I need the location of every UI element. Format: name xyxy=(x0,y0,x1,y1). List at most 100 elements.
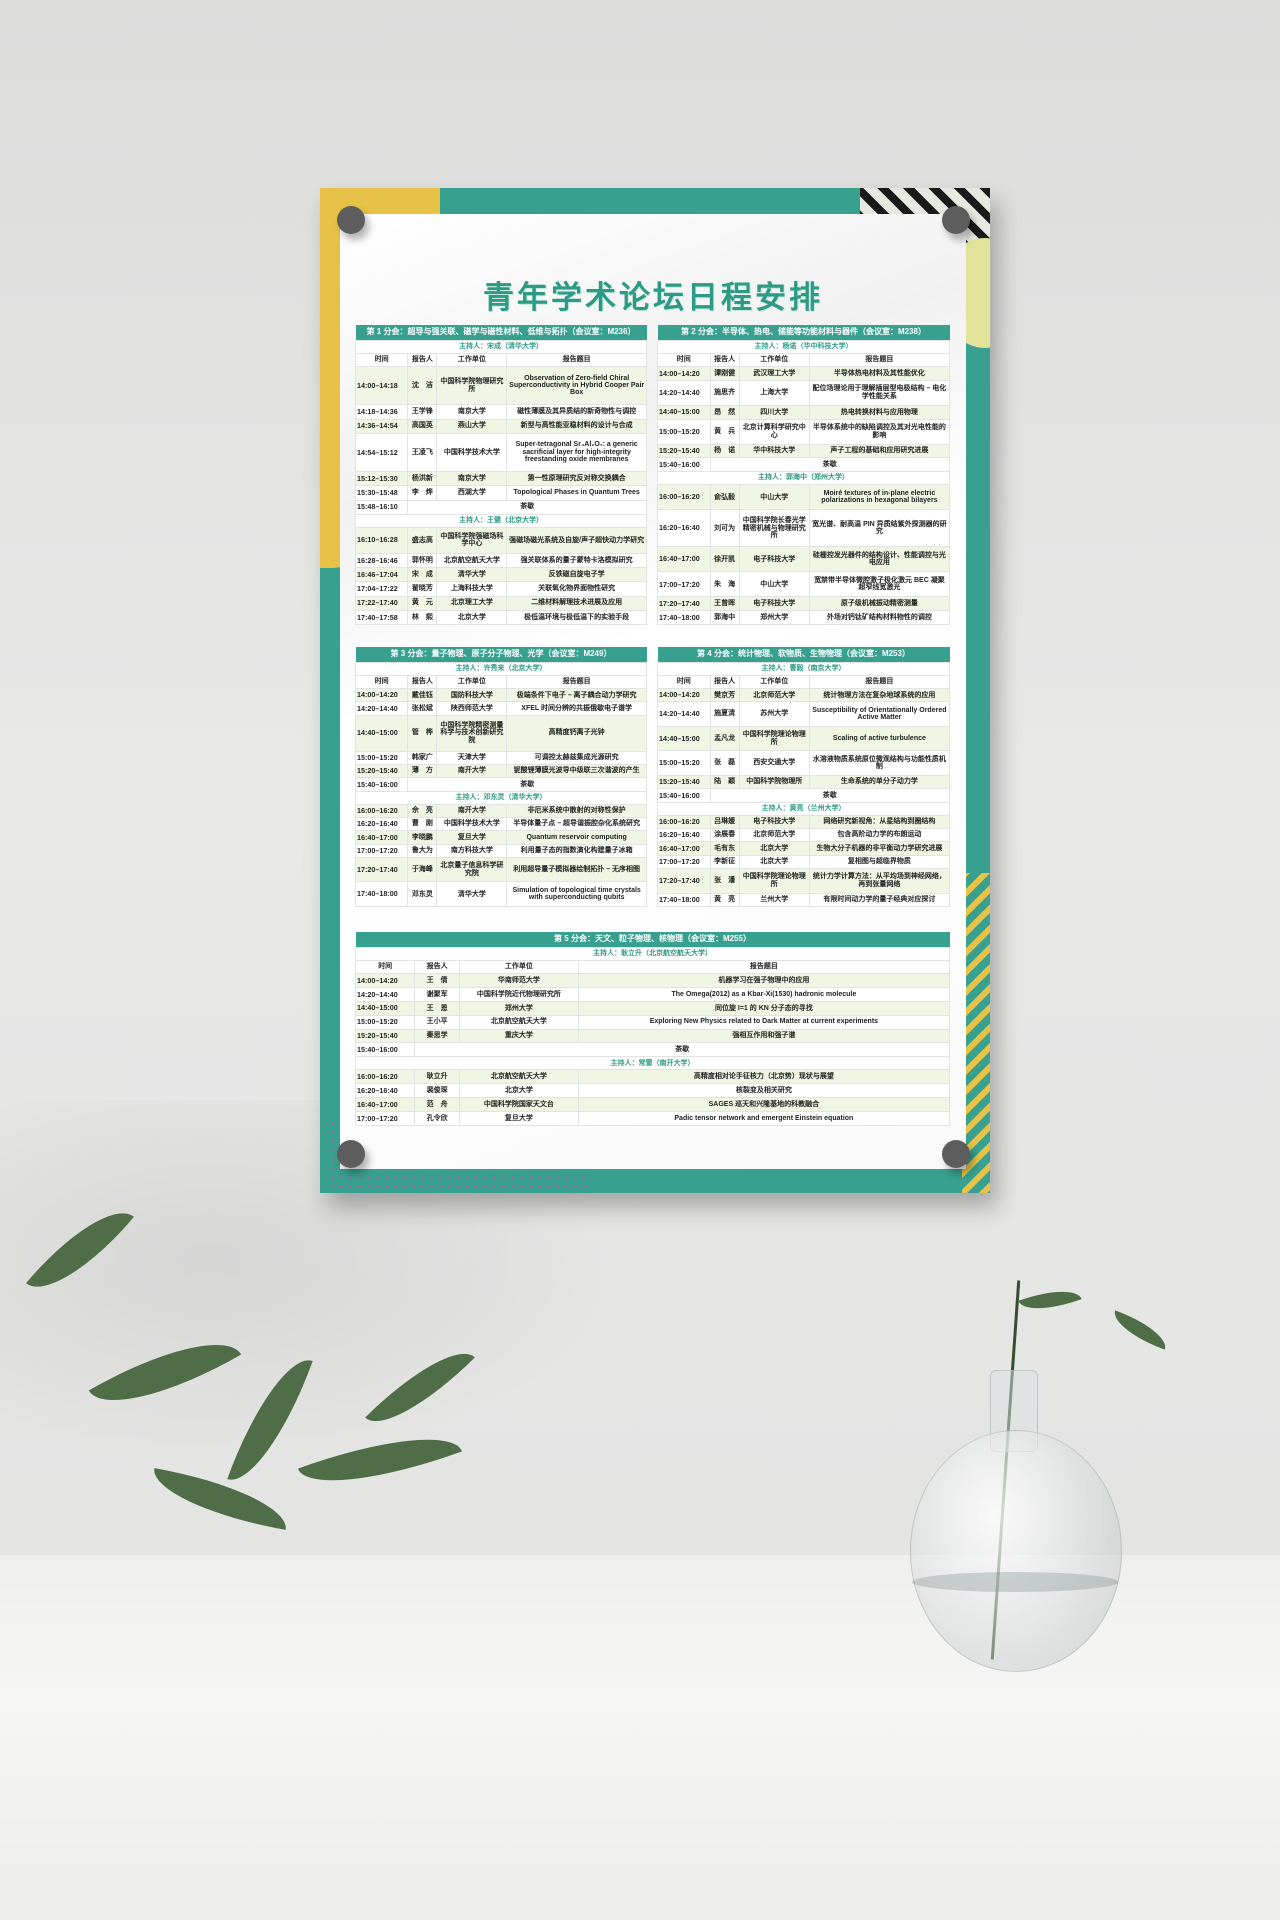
talk-title: 可调控太赫兹集成光源研究 xyxy=(506,750,647,765)
talk-row: 14:40–15:00 孟凡龙 中国科学院理论物理所 Scaling of activ… xyxy=(657,725,951,752)
talk-row: 16:20–16:40 曹 刚中国科学技术大学 半导体量子点 – 超导谐振腔杂化系统… xyxy=(354,816,647,832)
column-header: 工作单位 xyxy=(436,353,508,367)
talk-row: 16:10–16:28 盛志高 中国科学院强磁场科学中心 强磁场磁光系统及自旋/声子超… xyxy=(354,526,647,554)
speaker: 王小平 xyxy=(414,1014,460,1030)
talk-row: 14:20–14:40 施夏清 苏州大学 Susceptibility of Orie… xyxy=(657,701,951,727)
session-title: 第 2 分会：半导体、热电、储能等功能材料与器件（会议室：M238） xyxy=(657,325,950,341)
talk-title: Simulation of topological time crystals … xyxy=(506,881,647,907)
speaker: 毛有东 xyxy=(709,841,740,856)
speaker: 施夏清 xyxy=(709,701,740,727)
talk-time: 14:00–14:18 xyxy=(354,365,409,406)
speaker: 秦思学 xyxy=(414,1028,460,1044)
talk-title: 声子工程的基础和应用研究进展 xyxy=(808,443,951,459)
column-header: 报告人 xyxy=(407,675,438,689)
talk-title: 宽禁带半导体微腔激子极化激元 BEC 凝聚超窄线宽激光 xyxy=(808,571,951,598)
speaker: 俞弘毅 xyxy=(709,484,740,511)
plant-leaf xyxy=(1018,1280,1082,1320)
talk-title: 原子级机械振动精密测量 xyxy=(808,596,951,612)
speaker: 徐开凯 xyxy=(709,546,740,573)
talk-title: 核裂变及相关研究 xyxy=(577,1083,951,1099)
talk-row: 17:20–17:40 王曾晖 电子科技大学 原子级机械振动精密测量 xyxy=(657,596,951,612)
talk-row: 14:18–14:36 王学锋 南京大学 磁性薄膜及其异质结的新奇物性与调控 xyxy=(354,404,647,420)
speaker: 谭刚健 xyxy=(709,366,740,381)
affiliation: 北京航空航天大学 xyxy=(436,552,508,569)
talk-title: 非厄米系统中散射的对称性保护 xyxy=(506,803,647,818)
session-table: 第 4 分会：统计物理、软物质、生物物理（会议室：M253） 主持人：曹毅（南京大… xyxy=(657,647,951,908)
speaker: 杨 诺 xyxy=(709,443,740,459)
speaker: 王凌飞 xyxy=(407,432,438,473)
session-1: 第 1 分会：超导与强关联、磁学与磁性材料、低维与拓扑（会议室：M236） 主持人… xyxy=(354,325,647,626)
affiliation: 复旦大学 xyxy=(436,830,508,845)
speaker: 黄 亮 xyxy=(709,892,740,908)
talk-time: 14:18–14:36 xyxy=(354,404,409,420)
speaker: 鲁大为 xyxy=(407,843,438,859)
talk-time: 14:20–14:40 xyxy=(354,986,416,1002)
talk-time: 17:40–18:00 xyxy=(657,892,711,908)
break-label: 茶歇 xyxy=(709,788,951,803)
talk-row: 15:20–15:40 薄 方南开大学 铌酸锂薄膜光波导中级联三次谐波的产生 xyxy=(354,763,647,779)
session-5: 第 5 分会：天文、粒子物理、核物理（会议室：M255） 主持人：耿立升（北京航空… xyxy=(354,932,951,1126)
speaker: 黄 兵 xyxy=(709,418,740,445)
talk-time: 17:00–17:20 xyxy=(657,571,711,598)
column-header: 时间 xyxy=(657,675,711,689)
talk-time: 14:00–14:20 xyxy=(657,366,711,381)
affiliation: 武汉理工大学 xyxy=(738,366,810,381)
talk-title: 生物大分子机器的非平衡动力学研究进展 xyxy=(808,841,951,856)
column-header: 工作单位 xyxy=(436,675,508,689)
affiliation: 北京大学 xyxy=(458,1083,579,1099)
break-label: 茶歇 xyxy=(414,1042,950,1058)
column-header: 时间 xyxy=(354,675,409,689)
talk-time: 15:00–15:20 xyxy=(354,1014,416,1030)
talk-row: 14:20–14:40 谢聚军 中国科学院近代物理研究所 The Omega(2012… xyxy=(354,986,951,1002)
speaker: 范 舟 xyxy=(414,1097,460,1113)
affiliation: 重庆大学 xyxy=(458,1028,579,1044)
talk-time: 15:20–15:40 xyxy=(657,443,711,459)
session-table: 第 1 分会：超导与强关联、磁学与磁性材料、低维与拓扑（会议室：M236） 主持人… xyxy=(354,325,647,626)
speaker: 管 桦 xyxy=(407,714,438,752)
talk-time: 16:40–17:00 xyxy=(354,830,409,845)
affiliation: 中国科学技术大学 xyxy=(436,432,508,473)
speaker: 戴佳钰 xyxy=(407,687,438,703)
talk-time: 15:00–15:20 xyxy=(657,418,711,445)
speaker: 裴俊琛 xyxy=(414,1083,460,1099)
column-header: 报告人 xyxy=(407,353,438,367)
column-header: 报告题目 xyxy=(808,353,951,367)
session-2: 第 2 分会：半导体、热电、储能等功能材料与器件（会议室：M238） 主持人：杨诺… xyxy=(657,325,951,625)
speaker: 张 潘 xyxy=(709,868,740,894)
affiliation: 北京航空航天大学 xyxy=(458,1069,579,1085)
affiliation: 中国科学院理论物理所 xyxy=(738,868,810,894)
affiliation: 北京大学 xyxy=(436,609,508,626)
talk-row: 16:40–17:00 毛有东 北京大学 生物大分子机器的非平衡动力学研究进展 xyxy=(657,841,951,856)
talk-row: 14:00–14:20 王 倩华南师范大学 机器学习在强子物理中的应用 xyxy=(354,973,951,988)
talk-time: 17:40–17:58 xyxy=(354,609,409,626)
talk-title: The Omega(2012) as a Kbar-Xi(1530) hadro… xyxy=(577,986,951,1002)
poster-title: 青年学术论坛日程安排 xyxy=(483,280,823,315)
affiliation: 复旦大学 xyxy=(458,1111,579,1126)
talk-title: 强磁场磁光系统及自旋/声子超快动力学研究 xyxy=(506,526,647,554)
talk-time: 14:00–14:20 xyxy=(657,687,711,703)
talk-row: 17:00–17:20 朱 海中山大学 宽禁带半导体微腔激子极化激元 BEC 凝聚超… xyxy=(657,571,951,598)
talk-title: 高精度相对论手征核力（北京势）现状与展望 xyxy=(577,1069,951,1085)
affiliation: 国防科技大学 xyxy=(436,687,508,703)
talk-row: 15:20–15:40 秦思学 重庆大学 强相互作用和强子谱 xyxy=(354,1028,951,1044)
session-table: 第 3 分会：量子物理、原子分子物理、光学（会议室：M249） 主持人：许秀来（北… xyxy=(354,647,647,907)
talk-time: 14:20–14:40 xyxy=(657,701,711,727)
speaker: 施思齐 xyxy=(709,379,740,406)
talk-title: 统计力学计算方法：从平均场到神经网络，再到张量网络 xyxy=(808,868,951,894)
speaker: 孔令欣 xyxy=(414,1111,460,1126)
speaker: 王学锋 xyxy=(407,404,438,420)
talk-time: 17:00–17:20 xyxy=(354,1111,416,1126)
talk-row: 17:20–17:40 张 潘中国科学院理论物理所 统计力学计算方法：从平均场到神经… xyxy=(657,868,951,894)
speaker: 高国英 xyxy=(407,418,438,434)
talk-row: 16:00–16:20 俞弘毅 中山大学 Moiré textures of in-p… xyxy=(657,484,951,511)
break-row: 15:40–16:00 茶歇 xyxy=(657,788,951,803)
talk-title: 利用超导量子模拟器绘制拓扑 – 无序相图 xyxy=(506,856,647,883)
affiliation: 北京师范大学 xyxy=(738,687,810,703)
session-host: 主持人：杨诺（华中科技大学） xyxy=(657,340,950,354)
talk-title: 网络研究新视角：从星结构到圈结构 xyxy=(808,814,951,829)
speaker: 沈 洁 xyxy=(407,365,438,406)
mount-pin-bottom-right xyxy=(942,1140,970,1168)
talk-time: 17:40–18:00 xyxy=(354,881,409,907)
talk-title: 利用量子态的指数演化构建量子冰箱 xyxy=(506,843,647,859)
speaker: 佘 亮 xyxy=(407,803,438,818)
